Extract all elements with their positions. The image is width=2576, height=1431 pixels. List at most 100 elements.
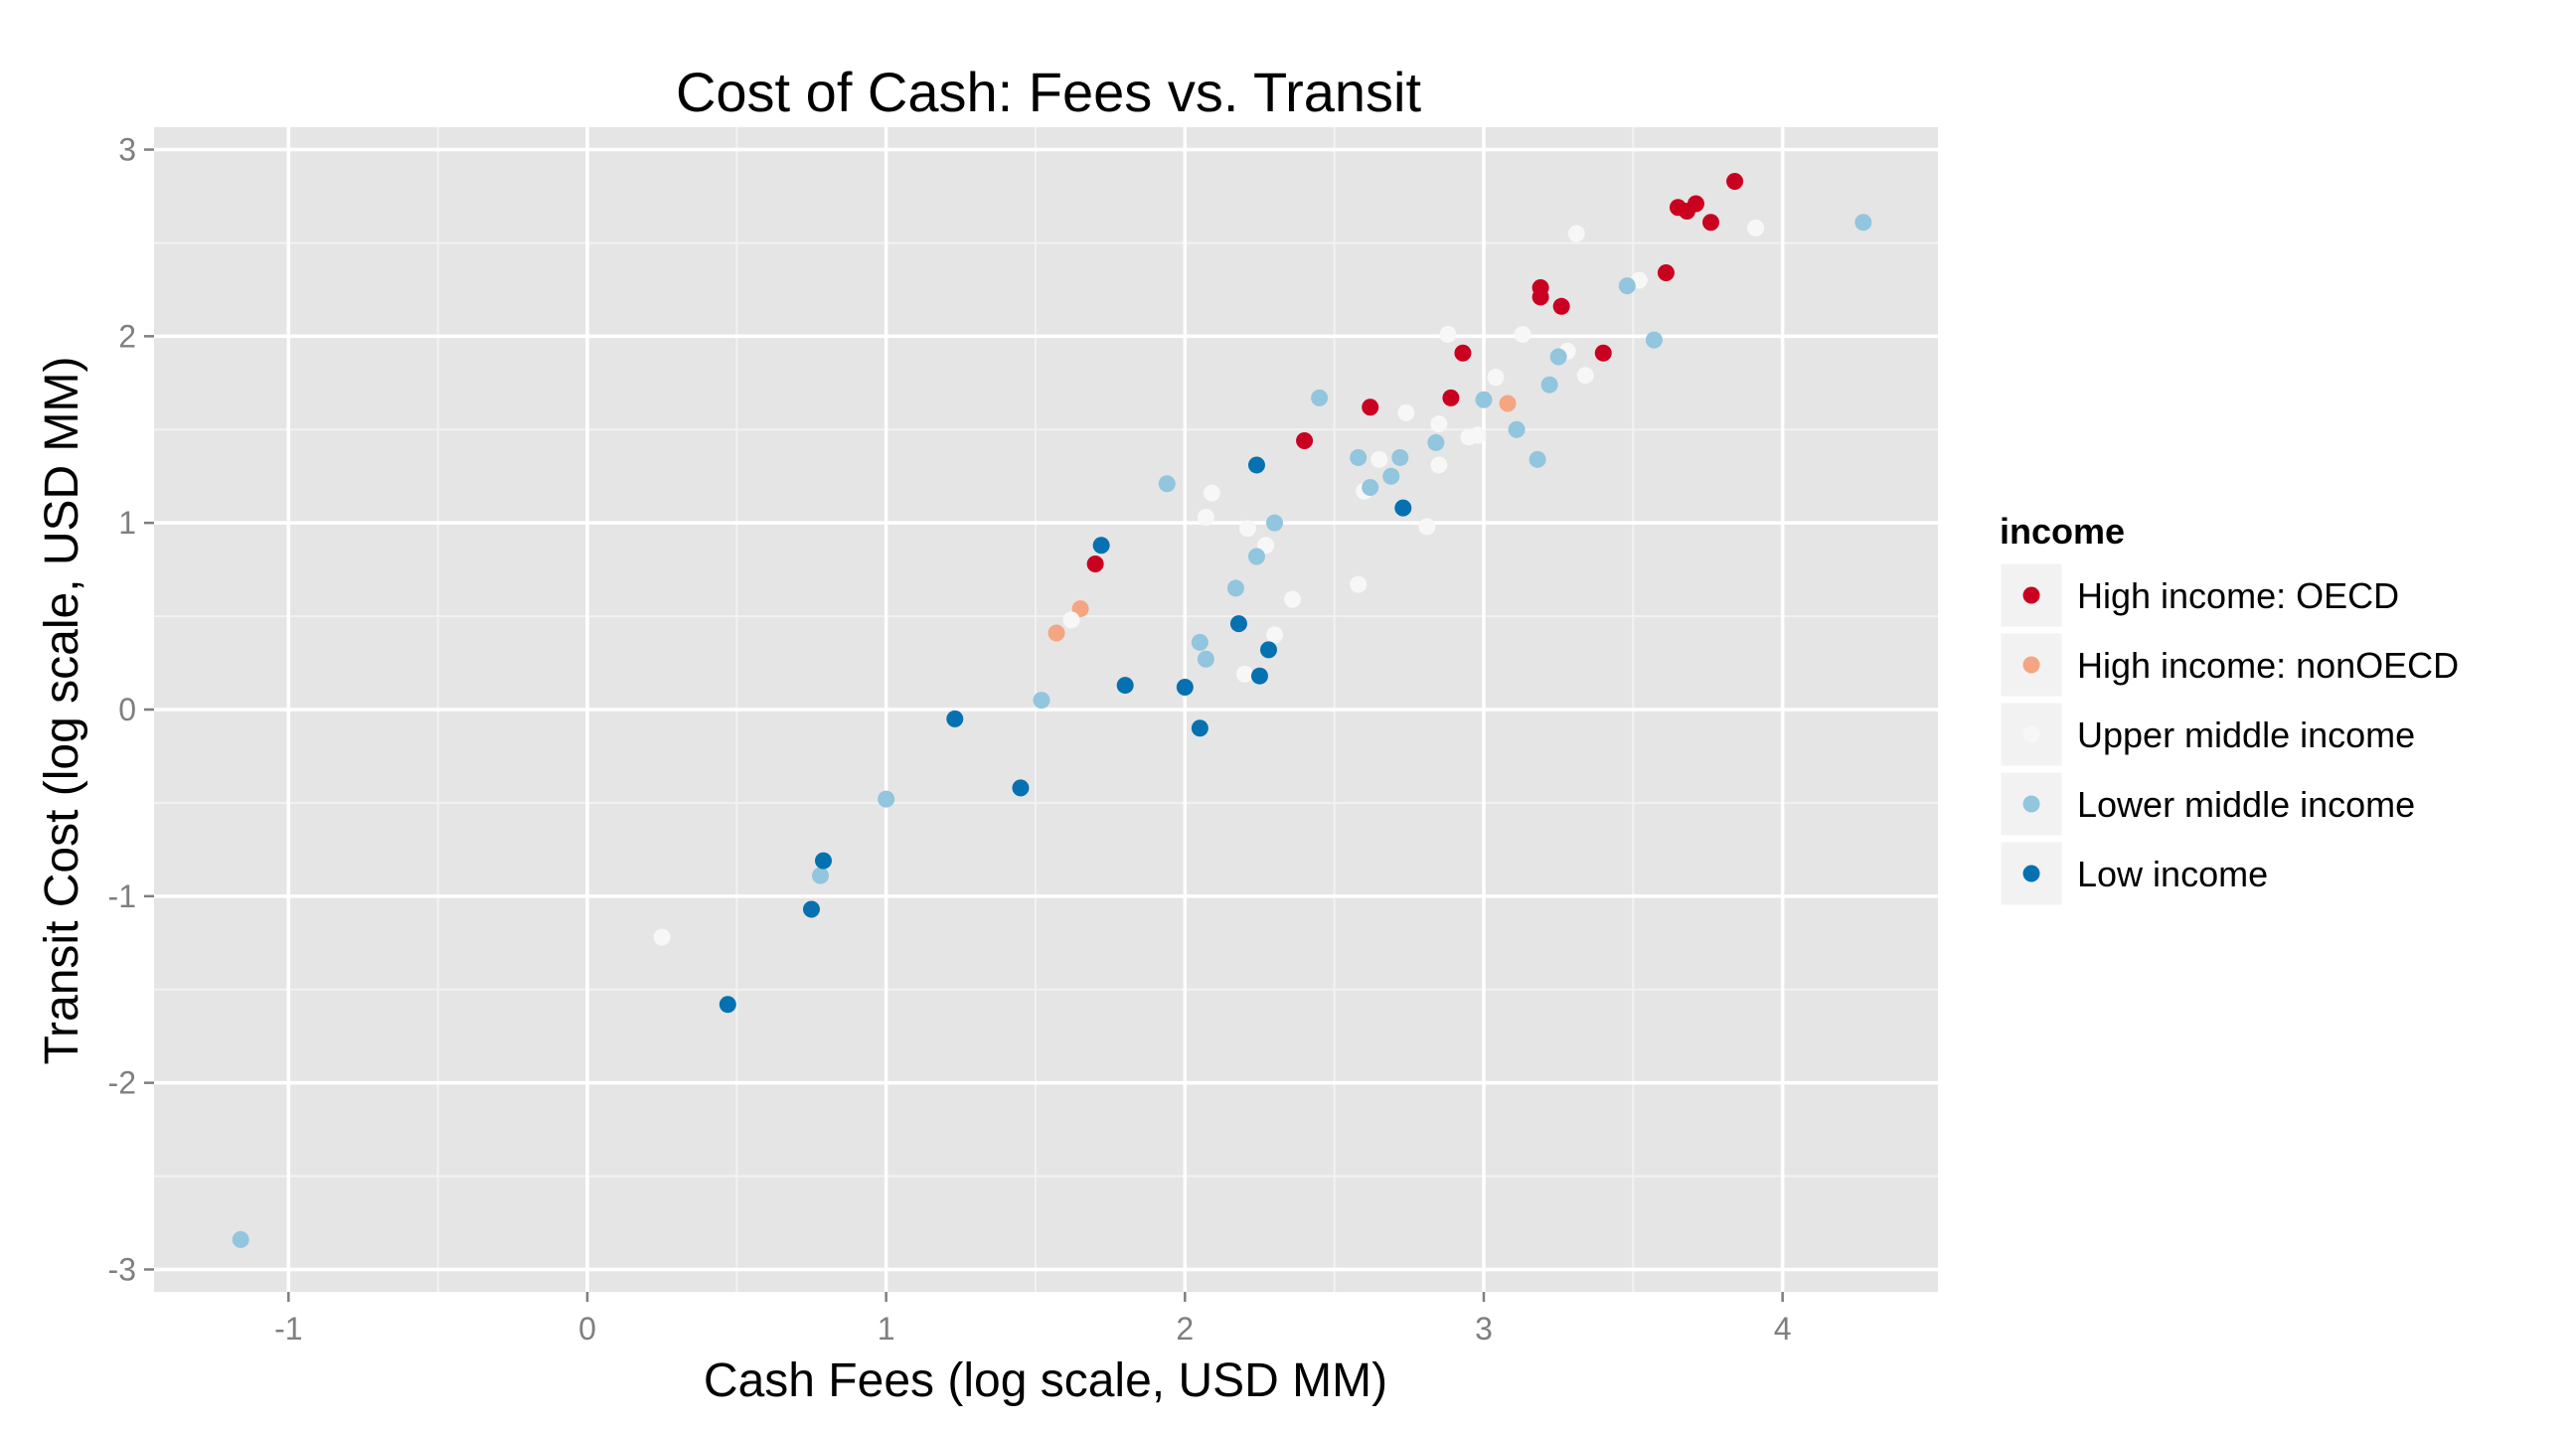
- legend-key-dot: [2022, 795, 2040, 813]
- data-point: [1012, 779, 1030, 797]
- data-point: [1238, 520, 1256, 538]
- data-point: [1350, 448, 1368, 466]
- data-point: [1362, 398, 1379, 416]
- chart-title: Cost of Cash: Fees vs. Transit: [676, 61, 1421, 123]
- data-point: [1284, 590, 1302, 608]
- data-point: [1086, 556, 1104, 572]
- data-point: [1854, 214, 1872, 232]
- data-point: [1235, 665, 1253, 683]
- legend-key-dot: [2022, 725, 2040, 743]
- data-point: [946, 710, 964, 727]
- x-axis-title: Cash Fees (log scale, USD MM): [704, 1354, 1387, 1407]
- data-point: [1116, 677, 1134, 695]
- data-point: [1226, 579, 1244, 597]
- y-tick-label: -1: [108, 878, 136, 914]
- data-point: [1362, 478, 1379, 496]
- data-point: [1191, 719, 1208, 737]
- data-point: [1092, 537, 1110, 555]
- data-point: [1508, 420, 1526, 438]
- data-point: [1475, 391, 1493, 408]
- data-point: [1567, 225, 1585, 242]
- data-point: [1439, 325, 1457, 343]
- legend-key-dot: [2022, 586, 2040, 604]
- y-tick-label: -3: [108, 1251, 136, 1287]
- data-point: [1197, 650, 1214, 668]
- data-point: [1442, 389, 1460, 406]
- data-point: [802, 900, 820, 918]
- data-point: [1397, 403, 1415, 421]
- y-axis: -3 -2 -1 0 1 2 3: [108, 132, 154, 1287]
- data-point: [1047, 624, 1065, 642]
- major-gridlines: [154, 127, 1938, 1292]
- data-point: [1250, 667, 1268, 685]
- data-point: [1191, 633, 1208, 651]
- data-point: [1469, 426, 1487, 444]
- data-point: [1701, 214, 1719, 232]
- legend-label: Lower middle income: [2077, 784, 2415, 825]
- data-point: [232, 1230, 249, 1248]
- x-tick-label: -1: [274, 1311, 302, 1347]
- data-point: [1382, 467, 1400, 485]
- series-points: [1086, 172, 1744, 572]
- y-tick-label: 3: [118, 132, 136, 168]
- data-point: [1687, 195, 1704, 213]
- data-point: [1203, 484, 1220, 502]
- legend-label: High income: nonOECD: [2077, 645, 2459, 686]
- x-tick-label: 2: [1176, 1311, 1194, 1347]
- data-point: [1529, 450, 1546, 468]
- legend-title: income: [2000, 511, 2125, 552]
- data-point: [1350, 575, 1368, 593]
- legend-label: Low income: [2077, 854, 2268, 894]
- x-tick-label: 0: [578, 1311, 596, 1347]
- x-tick-label: 3: [1475, 1311, 1493, 1347]
- data-point: [1418, 518, 1436, 536]
- legend-label: Upper middle income: [2077, 715, 2415, 755]
- data-point: [1229, 615, 1247, 633]
- data-point: [1514, 325, 1531, 343]
- data-point: [1158, 475, 1176, 493]
- y-tick-label: 2: [118, 318, 136, 354]
- data-point: [1645, 331, 1663, 349]
- x-tick-label: 4: [1774, 1311, 1792, 1347]
- y-axis-title: Transit Cost (log scale, USD MM): [36, 356, 88, 1064]
- data-point: [1033, 692, 1050, 710]
- data-point: [1594, 344, 1612, 362]
- data-point: [1487, 369, 1505, 387]
- x-axis: -1 0 1 2 3 4: [274, 1292, 1792, 1347]
- data-point: [1197, 509, 1214, 527]
- data-point: [1247, 548, 1265, 565]
- data-point: [1296, 432, 1314, 450]
- data-point: [1747, 219, 1765, 237]
- data-point: [1454, 344, 1472, 362]
- data-point: [1062, 611, 1080, 629]
- data-point: [1427, 433, 1445, 451]
- data-point: [653, 928, 671, 946]
- data-point: [811, 867, 829, 884]
- data-point: [1499, 395, 1517, 412]
- data-point: [1266, 626, 1284, 644]
- data-point: [1552, 297, 1570, 315]
- data-point: [1266, 514, 1284, 532]
- series-points: [719, 456, 1412, 1014]
- data-point: [1370, 450, 1388, 468]
- x-tick-label: 1: [878, 1311, 895, 1347]
- data-point: [1430, 415, 1448, 433]
- data-point: [1618, 277, 1636, 295]
- data-point: [1576, 367, 1594, 385]
- legend-label: High income: OECD: [2077, 575, 2399, 616]
- data-point: [1391, 448, 1409, 466]
- data-point: [1726, 172, 1744, 190]
- data-point: [878, 790, 895, 808]
- legend: income High income: OECD High income: non…: [1998, 511, 2459, 908]
- data-point: [1311, 389, 1329, 406]
- data-point: [1247, 456, 1265, 474]
- data-point: [1549, 348, 1567, 366]
- legend-key-dot: [2022, 656, 2040, 674]
- data-point: [1657, 264, 1675, 281]
- y-tick-label: 1: [118, 505, 136, 541]
- series-points: [1047, 395, 1517, 642]
- series-points: [232, 214, 1872, 1248]
- data-point: [1540, 376, 1558, 394]
- y-tick-label: 0: [118, 692, 136, 727]
